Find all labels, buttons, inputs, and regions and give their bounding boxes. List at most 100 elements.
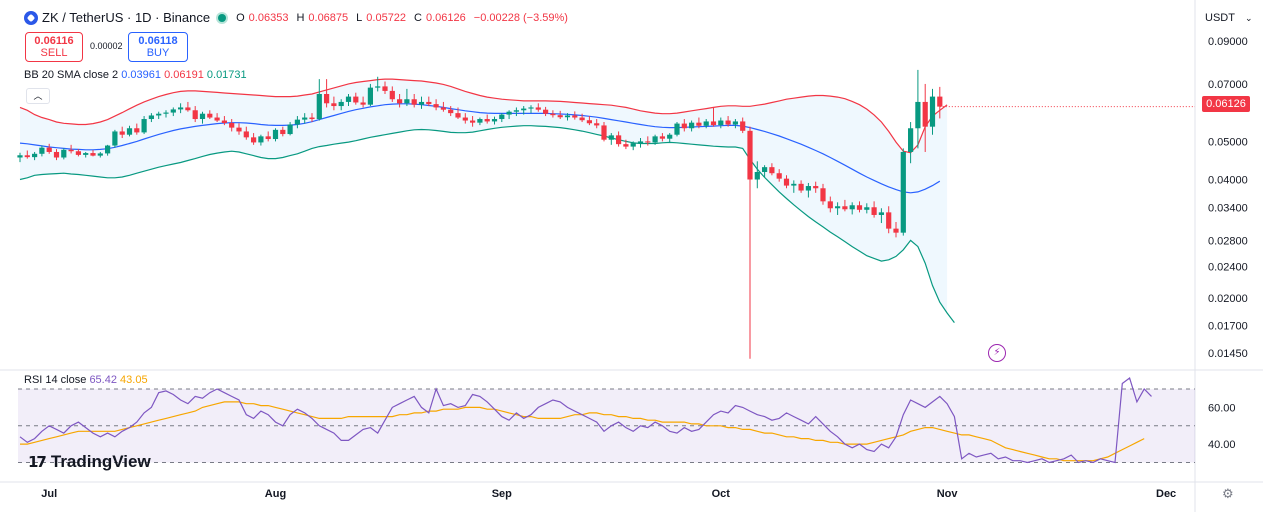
candle-body	[703, 121, 709, 126]
candle	[68, 144, 74, 154]
candle	[280, 126, 286, 137]
candle-body	[710, 121, 717, 126]
candle	[937, 86, 943, 119]
candle	[871, 201, 877, 218]
candle	[645, 136, 651, 146]
candle-body	[119, 131, 125, 135]
candle-body	[659, 136, 665, 139]
candle	[302, 113, 308, 124]
candle	[929, 88, 936, 135]
candle-body	[24, 155, 30, 158]
sell-button[interactable]: 0.06116 SELL	[25, 32, 83, 62]
settings-gear-icon[interactable]: ⚙	[1222, 486, 1234, 501]
candle-body	[820, 188, 826, 202]
candle	[564, 113, 571, 121]
candle-body	[39, 147, 45, 154]
candle-body	[543, 109, 549, 114]
candle-body	[68, 149, 74, 152]
candle	[207, 110, 213, 120]
candle-body	[141, 119, 147, 133]
candle	[528, 105, 534, 114]
candle	[762, 165, 768, 178]
candle-body	[90, 153, 96, 156]
candle-body	[214, 117, 220, 121]
time-tick-label: Dec	[1156, 488, 1176, 500]
tradingview-logo[interactable]: 𝟭𝟳 TradingView	[28, 452, 151, 472]
candle	[798, 180, 804, 193]
high-label: H	[296, 11, 305, 24]
candle-body	[572, 115, 578, 118]
candle	[477, 117, 483, 126]
candle	[32, 151, 38, 161]
candle	[199, 111, 206, 124]
candle-body	[579, 117, 585, 121]
candle-body	[75, 151, 81, 155]
candle-body	[776, 173, 782, 179]
candle-body	[411, 99, 417, 105]
candle-body	[535, 107, 541, 110]
chevron-down-icon: ⌄	[1244, 13, 1253, 23]
candle	[652, 134, 658, 145]
candle-body	[477, 119, 483, 123]
bb-legend[interactable]: BB 20 SMA close 2 0.03961 0.06191 0.0173…	[24, 69, 247, 81]
candle-body	[681, 123, 687, 129]
candle-body	[61, 149, 67, 158]
buy-button[interactable]: 0.06118 BUY	[128, 32, 188, 62]
price-tick-label: 0.07000	[1208, 79, 1248, 91]
candle-body	[645, 141, 651, 143]
candle	[586, 116, 592, 126]
candle-body	[360, 102, 366, 105]
candle	[170, 107, 176, 117]
candle-body	[236, 127, 242, 132]
candle-body	[470, 120, 476, 123]
candle-body	[499, 114, 505, 120]
candle	[689, 120, 695, 132]
tradingview-logo-icon: 𝟭𝟳	[28, 454, 47, 471]
candle-body	[623, 144, 629, 147]
collapse-legend-button[interactable]: ︿	[26, 88, 50, 104]
candle-body	[718, 120, 724, 126]
candle	[397, 93, 403, 108]
candle-body	[353, 96, 359, 103]
candle	[827, 196, 833, 213]
candle-body	[17, 155, 23, 158]
lightning-icon[interactable]: ⚡	[988, 344, 1006, 362]
symbol-title[interactable]: ZK / TetherUS · 1D · Binance	[42, 10, 211, 25]
time-tick-label: Sep	[492, 488, 512, 500]
candle-body	[32, 153, 38, 158]
candle	[674, 122, 680, 137]
candle	[791, 180, 797, 193]
candle	[126, 125, 133, 137]
candle	[148, 113, 154, 123]
candle	[243, 126, 249, 140]
candle-body	[126, 128, 133, 135]
candle-body	[725, 120, 731, 125]
currency-selector[interactable]: USDT ⌄	[1205, 12, 1253, 24]
candle	[783, 175, 790, 189]
time-tick-label: Aug	[265, 488, 286, 500]
candle	[221, 116, 227, 126]
candle	[754, 161, 760, 189]
candle-body	[856, 205, 863, 210]
chevron-up-icon: ︿	[33, 91, 43, 101]
price-tick-label: 0.09000	[1208, 36, 1248, 48]
candle	[61, 148, 67, 160]
candle	[433, 99, 439, 111]
candle-body	[616, 135, 622, 145]
rsi-legend[interactable]: RSI 14 close 65.42 43.05	[24, 374, 148, 386]
open-label: O	[236, 11, 245, 24]
candle-body	[207, 113, 213, 118]
candle-body	[637, 141, 644, 144]
candle-body	[243, 131, 249, 138]
price-tick-label: 0.04000	[1208, 175, 1248, 187]
candle	[236, 123, 242, 135]
candle-body	[908, 128, 914, 152]
close-value: 0.06126	[426, 11, 466, 24]
candle	[418, 96, 425, 109]
candle-body	[937, 96, 943, 107]
candle-body	[864, 207, 870, 210]
candle-body	[484, 119, 490, 122]
rsi-ma-value: 43.05	[120, 374, 148, 386]
candle-body	[258, 136, 264, 143]
